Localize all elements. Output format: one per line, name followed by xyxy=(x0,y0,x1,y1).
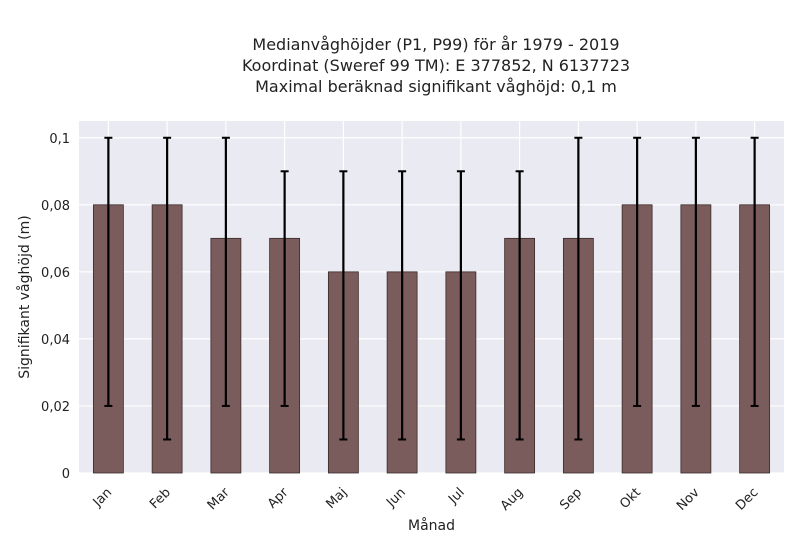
plot-area xyxy=(79,121,784,473)
y-tick-label: 0,1 xyxy=(49,132,70,147)
y-tick-label: 0,04 xyxy=(41,333,70,348)
error-bar-apr xyxy=(280,170,289,407)
x-tick-label: Apr xyxy=(265,485,292,512)
error-bar-aug xyxy=(515,170,524,441)
y-tick-label: 0,08 xyxy=(41,199,70,214)
error-bar-mar xyxy=(221,136,230,407)
title-line-2: Koordinat (Sweref 99 TM): E 377852, N 61… xyxy=(241,56,631,75)
y-tick-labels: 0 0,02 0,04 0,06 0,08 0,1 xyxy=(41,132,70,482)
error-bar-feb xyxy=(163,136,172,441)
error-bar-okt xyxy=(633,136,642,407)
chart-title: Medianvåghöjder (P1, P99) för år 1979 - … xyxy=(0,34,800,97)
x-tick-label: Dec xyxy=(733,485,761,513)
y-axis-label: Signifikant våghöjd (m) xyxy=(16,215,33,378)
title-line-3: Maximal beräknad signifikant våghöjd: 0,… xyxy=(255,77,617,96)
x-tick-label: Feb xyxy=(147,485,174,512)
x-axis-label: Månad xyxy=(408,517,455,534)
error-bar-jul xyxy=(456,170,465,441)
y-tick-label: 0 xyxy=(62,467,70,482)
y-tick-label: 0,06 xyxy=(41,266,70,281)
x-tick-label: Aug xyxy=(498,485,527,514)
error-bars xyxy=(104,136,759,441)
error-bar-maj xyxy=(339,170,348,441)
x-tick-label: Okt xyxy=(617,485,644,512)
title-line-1: Medianvåghöjder (P1, P99) för år 1979 - … xyxy=(252,35,620,54)
error-bar-sep xyxy=(574,136,583,441)
error-bar-dec xyxy=(750,136,759,407)
x-tick-label: Nov xyxy=(674,485,703,514)
x-tick-label: Sep xyxy=(557,485,585,513)
error-bar-jun xyxy=(398,170,407,441)
x-tick-label: Jun xyxy=(383,485,409,511)
error-bar-nov xyxy=(691,136,700,407)
y-tick-label: 0,02 xyxy=(41,400,70,415)
x-tick-label: Maj xyxy=(323,485,350,512)
x-tick-label: Jul xyxy=(445,485,467,507)
x-tick-label: Mar xyxy=(205,485,233,513)
x-tick-label: Jan xyxy=(90,485,115,510)
error-bar-jan xyxy=(104,136,113,407)
x-tick-labels: Jan Feb Mar Apr Maj Jun Jul Aug Sep Okt Nov Dec xyxy=(90,485,762,514)
